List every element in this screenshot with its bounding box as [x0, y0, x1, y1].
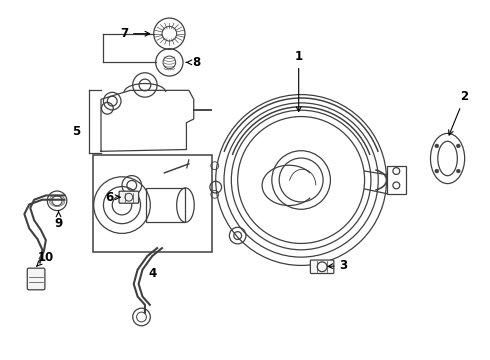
- FancyBboxPatch shape: [310, 260, 334, 274]
- Text: 10: 10: [36, 251, 54, 266]
- Bar: [147, 188, 185, 222]
- FancyBboxPatch shape: [27, 268, 45, 290]
- Text: 3: 3: [328, 259, 348, 272]
- Bar: [93, 155, 212, 252]
- Circle shape: [435, 169, 439, 173]
- Text: 1: 1: [294, 50, 303, 112]
- Text: 5: 5: [73, 125, 81, 138]
- Circle shape: [456, 169, 460, 173]
- Text: 6: 6: [105, 191, 120, 204]
- Text: 7: 7: [120, 27, 150, 40]
- FancyBboxPatch shape: [119, 191, 139, 203]
- Circle shape: [456, 144, 460, 148]
- Text: 9: 9: [54, 211, 63, 230]
- Text: 2: 2: [449, 90, 469, 135]
- Bar: [387, 166, 406, 194]
- Circle shape: [435, 144, 439, 148]
- Text: 4: 4: [148, 267, 156, 280]
- Text: 8: 8: [186, 56, 200, 69]
